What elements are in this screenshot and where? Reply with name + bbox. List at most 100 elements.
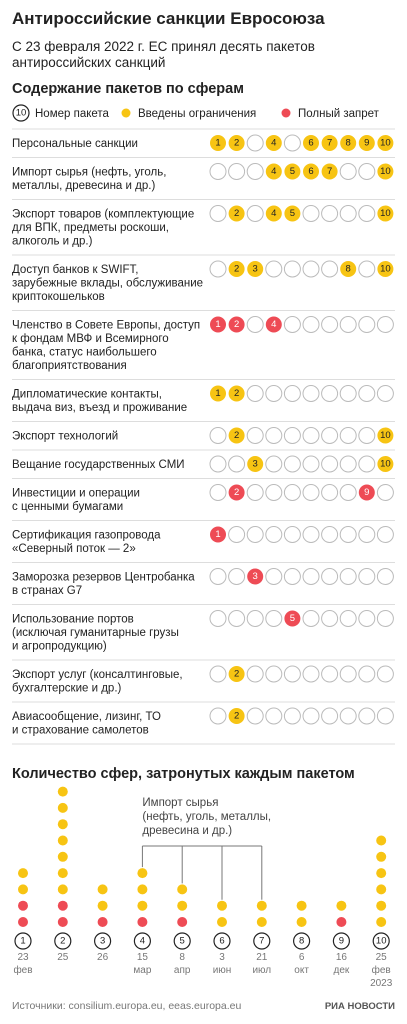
empty-cell — [339, 526, 357, 543]
yellow-dot — [18, 884, 28, 895]
package-circle — [293, 932, 311, 950]
empty-cell — [265, 665, 283, 683]
package-date: 16 — [336, 952, 348, 963]
yellow-dot — [217, 900, 227, 911]
empty-cell — [283, 316, 301, 333]
row-label: к фондам МВФ и Всемирного — [12, 333, 169, 345]
empty-cell — [339, 484, 357, 501]
empty-cell — [283, 455, 301, 473]
legend-label: Введены ограничения — [138, 108, 256, 120]
yellow-dot — [57, 868, 68, 879]
red-cell — [210, 316, 226, 333]
yellow-cell — [340, 261, 357, 277]
legend-number-sample: 10 — [16, 108, 27, 119]
package-number: 9 — [339, 936, 344, 947]
package-date: 21 — [256, 952, 268, 963]
legend: 10 Номер пакета Введены ограничения Полн… — [12, 104, 380, 122]
empty-cell — [283, 260, 301, 278]
yellow-dot — [296, 900, 307, 911]
cell-number: 4 — [271, 208, 276, 219]
empty-cell — [283, 568, 301, 585]
row-label: бухгалтерские и др.) — [12, 683, 122, 695]
empty-cell — [283, 707, 301, 725]
empty-cell — [246, 427, 264, 444]
cell-number: 10 — [380, 208, 391, 219]
empty-cell — [302, 484, 320, 501]
empty-cell — [376, 665, 394, 683]
cell-number: 6 — [308, 166, 313, 177]
red-dot — [18, 917, 28, 927]
yellow-dot — [137, 884, 148, 895]
row-label: зарубежные вклады, обслуживание — [12, 278, 203, 290]
package-date: 26 — [97, 952, 109, 963]
empty-cell — [283, 526, 301, 543]
annotation: древесина и др.) — [142, 825, 232, 837]
empty-cell — [246, 484, 264, 501]
subtitle: антироссийских санкций — [12, 55, 165, 70]
red-cell — [228, 484, 245, 501]
legend-label: Полный запрет — [298, 108, 380, 120]
yellow-dot — [57, 819, 68, 830]
yellow-cell — [247, 261, 264, 277]
package-circle — [133, 932, 151, 950]
package-circle — [14, 932, 32, 950]
cell-number: 7 — [327, 166, 332, 177]
package-circle — [93, 932, 112, 950]
row-label: Экспорт услуг (консалтинговые, — [12, 669, 183, 681]
empty-cell — [302, 610, 320, 627]
empty-cell — [358, 316, 376, 333]
empty-cell — [209, 163, 227, 180]
yellow-cell — [303, 163, 319, 180]
yellow-cell — [228, 708, 245, 724]
cell-number: 2 — [234, 388, 239, 399]
yellow-dot — [376, 884, 387, 895]
chart-title: Количество сфер, затронутых каждым пакет… — [12, 766, 355, 782]
empty-cell — [228, 455, 246, 473]
empty-cell — [321, 260, 339, 278]
empty-cell — [339, 665, 357, 683]
yellow-cell — [284, 163, 301, 180]
subtitle: С 23 февраля 2022 г. ЕС принял десять па… — [12, 39, 315, 54]
empty-cell — [265, 707, 283, 725]
empty-cell — [302, 526, 320, 543]
cell-number: 5 — [290, 613, 295, 624]
red-cell — [284, 610, 301, 627]
row-label: Заморозка резервов Центробанка — [12, 572, 195, 584]
legend-label: Номер пакета — [35, 108, 110, 120]
empty-cell — [228, 610, 246, 627]
cell-number: 5 — [290, 166, 295, 177]
empty-cell — [209, 707, 227, 725]
package-number: 1 — [20, 936, 25, 947]
package-date: 25 — [376, 952, 388, 963]
row-label: криптокошельков — [12, 291, 105, 303]
row-label: Членство в Совете Европы, доступ — [12, 320, 200, 332]
cell-number: 4 — [271, 138, 276, 149]
empty-cell — [358, 260, 376, 278]
empty-cell — [265, 484, 283, 501]
empty-cell — [321, 610, 339, 627]
empty-cell — [283, 427, 301, 444]
empty-cell — [209, 427, 227, 444]
package-date: дек — [334, 965, 350, 976]
empty-cell — [321, 316, 339, 333]
cell-number: 10 — [380, 138, 391, 149]
empty-cell — [376, 610, 394, 627]
annotation: (нефть, уголь, металлы, — [142, 811, 271, 823]
cell-number: 2 — [234, 711, 239, 722]
empty-cell — [246, 610, 264, 627]
row-label: Персональные санкции — [12, 138, 138, 150]
cell-number: 10 — [380, 166, 391, 177]
empty-cell — [246, 134, 264, 152]
cell-number: 1 — [215, 388, 220, 399]
empty-cell — [321, 455, 339, 473]
empty-cell — [358, 665, 376, 683]
red-cell — [265, 316, 282, 333]
empty-cell — [265, 610, 283, 627]
yellow-cell — [377, 163, 394, 180]
row-label: Экспорт товаров (комплектующие — [12, 209, 194, 221]
yellow-dot — [376, 917, 387, 927]
empty-cell — [265, 427, 283, 444]
package-number: 10 — [376, 936, 387, 947]
package-date: мар — [133, 965, 151, 976]
yellow-dot — [376, 868, 387, 879]
